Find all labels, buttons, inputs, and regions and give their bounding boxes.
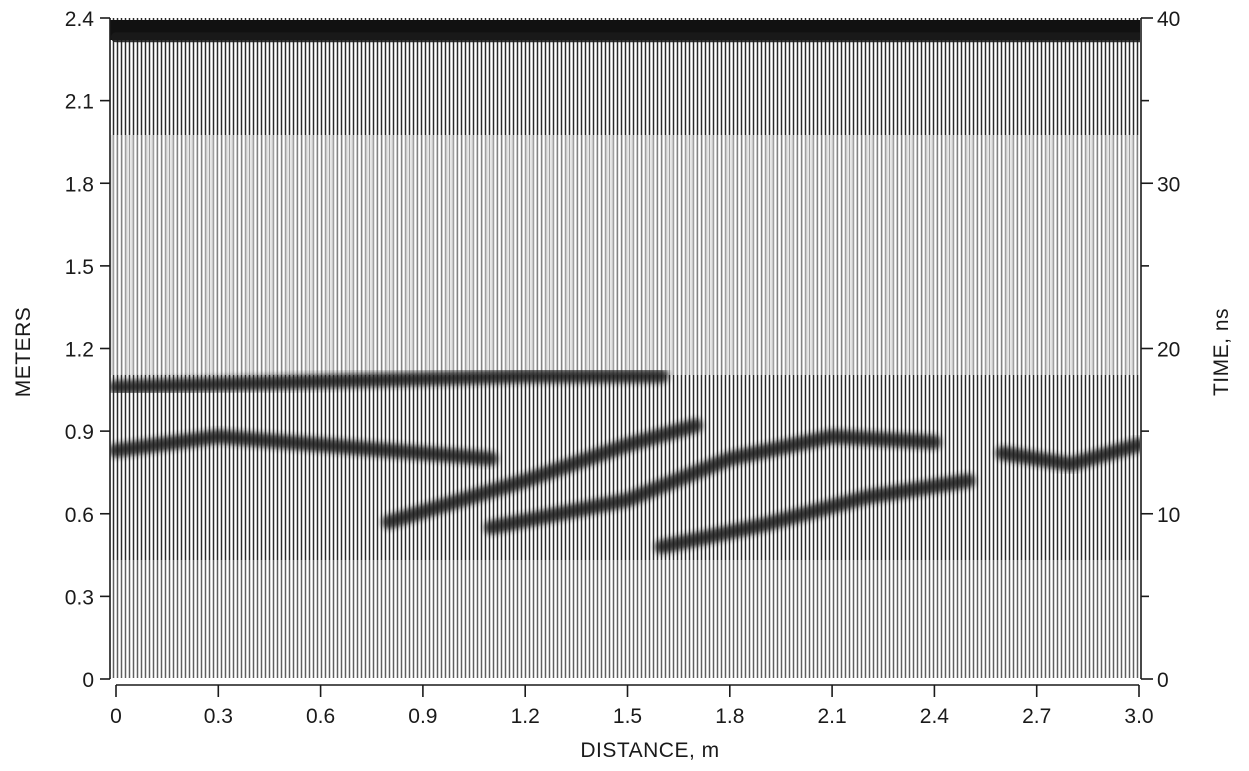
reflector-dipping-c	[654, 473, 976, 554]
right-tick-label: 10	[1157, 504, 1180, 527]
left-tick-label: 1.5	[65, 256, 94, 279]
bottom-tick-label: 1.2	[511, 705, 540, 728]
left-tick-label: 0	[82, 669, 94, 692]
reflector-left-layer-b	[110, 369, 669, 395]
reflector-dipping-b	[484, 429, 942, 535]
reflector-dipping-a	[381, 418, 703, 529]
bottom-tick-label: 1.5	[613, 705, 642, 728]
right-axis-title: TIME, ns	[1210, 308, 1233, 396]
right-tick-label: 30	[1157, 173, 1180, 196]
reflector-left-layer-a	[110, 429, 499, 466]
right-tick-label: 20	[1157, 339, 1180, 362]
reflector-right-layer	[995, 437, 1140, 472]
bottom-tick-label: 1.8	[715, 705, 744, 728]
left-tick-label: 0.3	[65, 586, 94, 609]
reflector-layer	[110, 32, 1140, 554]
bottom-tick-label: 3.0	[1124, 705, 1153, 728]
bottom-tick-label: 0.9	[408, 705, 437, 728]
axes: 0 0.3 0.6 0.9 1.2 1.5 1.8 2.1 2.4 0 10 20 30 40 0 0.3 0.…	[65, 8, 1181, 728]
bottom-tick-label: 0.6	[306, 705, 335, 728]
x-axis-title: DISTANCE, m	[580, 739, 719, 762]
right-tick-label: 40	[1157, 8, 1180, 31]
left-axis-title: METERS	[12, 307, 35, 398]
bottom-tick-label: 2.4	[920, 705, 950, 728]
left-tick-label: 1.2	[65, 339, 94, 362]
right-tick-label: 0	[1157, 669, 1169, 692]
bottom-tick-label: 0.3	[204, 705, 233, 728]
trace-haze-lower	[110, 560, 1140, 678]
plot-area	[110, 18, 1140, 678]
bottom-tick-label: 2.7	[1022, 705, 1051, 728]
left-tick-label: 2.1	[65, 91, 94, 114]
trace-haze-upper	[110, 135, 1140, 375]
left-tick-label: 0.6	[65, 504, 94, 527]
left-tick-label: 1.8	[65, 173, 94, 196]
bottom-tick-label: 2.1	[817, 705, 846, 728]
bottom-tick-label: 0	[110, 705, 122, 728]
left-tick-label: 0.9	[65, 421, 94, 444]
left-tick-label: 2.4	[65, 8, 95, 31]
